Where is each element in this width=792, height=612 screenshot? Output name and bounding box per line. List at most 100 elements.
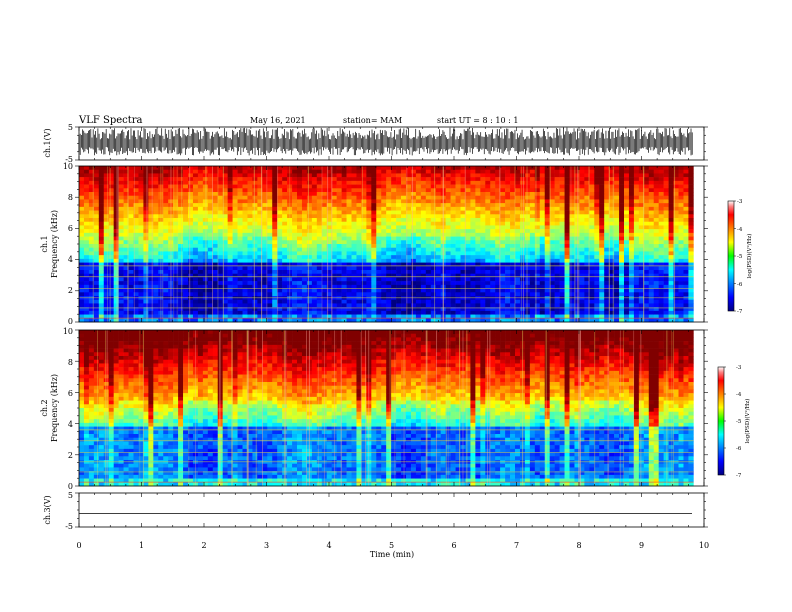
ch1-spectrogram-cell xyxy=(480,218,486,223)
ch1-spectrogram-cell xyxy=(485,210,491,215)
ch1-spectrogram-cell xyxy=(648,314,655,319)
ch1-spectrogram-cell xyxy=(391,218,397,223)
ch1-spectrogram-cell xyxy=(519,232,526,237)
ch1-spectrogram-cell xyxy=(470,240,476,245)
ch1-spectrogram-cell xyxy=(346,307,352,312)
ch1-spectrogram-cell xyxy=(346,277,352,282)
ch1-spectrogram-cell xyxy=(88,307,95,312)
ch1-spectrogram-cell xyxy=(272,225,278,230)
ch1-spectrogram-cell xyxy=(287,192,293,197)
ch1-spectrogram-cell xyxy=(594,247,600,252)
ch1-spectrogram-cell xyxy=(415,299,422,304)
ch1-spectrogram-cell xyxy=(321,251,328,256)
ch1-spectrogram-cell xyxy=(326,236,332,241)
ch1-spectrogram-cell xyxy=(614,307,620,312)
ch1-spectrogram-cell xyxy=(594,184,600,189)
ch1-spectrogram-cell xyxy=(559,180,565,185)
ch1-spectrogram-cell xyxy=(643,270,650,275)
ch1-spectrogram-cell xyxy=(282,221,288,226)
ch1-spectrogram-cell xyxy=(455,262,461,267)
ch1-spectrogram-cell xyxy=(277,225,283,230)
ch1-spectrogram-cell xyxy=(326,247,332,252)
ch1-spectrogram-cell xyxy=(212,240,219,245)
ch1-spectrogram-cell xyxy=(98,199,105,204)
ch1-spectrogram-cell xyxy=(123,303,129,308)
ch1-spectrogram-cell xyxy=(480,310,486,315)
ch1-spectrogram-cell xyxy=(450,310,456,315)
ch1-spectrogram-cell xyxy=(103,199,110,204)
ch1-spectrogram-cell xyxy=(564,303,570,308)
ch1-spectrogram-cell xyxy=(79,166,85,171)
ch1-spectrogram-cell xyxy=(287,218,293,223)
ch1-spectrogram-cell xyxy=(544,277,550,282)
ch1-spectrogram-cell xyxy=(480,199,486,204)
ch1-spectrogram-cell xyxy=(83,188,90,193)
ch1-spectrogram-cell xyxy=(643,251,650,256)
ch1-spectrogram-cell xyxy=(297,240,303,245)
ch1-spectrogram-cell xyxy=(168,244,174,249)
ch1-spectrogram-cell xyxy=(183,251,189,256)
ch1-spectrogram-cell xyxy=(252,173,258,178)
ch1-spectrogram-cell xyxy=(292,251,298,256)
ch1-spectrogram-cell xyxy=(505,236,511,241)
ch1-spectrogram-cell xyxy=(391,203,397,208)
ch1-spectrogram-cell xyxy=(143,210,149,215)
ch1-spectrogram-cell xyxy=(638,188,645,193)
ch1-spectrogram-cell xyxy=(287,180,293,185)
ch1-spectrogram-cell xyxy=(212,281,219,286)
ch1-spectrogram-cell xyxy=(584,177,590,182)
ch1-spectrogram-cell xyxy=(371,281,377,286)
ch1-spectrogram-cell xyxy=(594,229,600,234)
ch1-spectrogram-cell xyxy=(138,288,144,293)
ch1-spectrogram-cell xyxy=(594,236,600,241)
ch1-spectrogram-cell xyxy=(574,225,580,230)
ch1-spectrogram-cell xyxy=(539,188,546,193)
ch1-spectrogram-cell xyxy=(485,199,491,204)
ch1-spectrogram-cell xyxy=(470,288,476,293)
ch1-spectrogram-cell xyxy=(470,258,476,263)
ch1-spectrogram-cell xyxy=(336,318,342,323)
ch1-spectrogram-cell xyxy=(311,258,318,263)
ch1-spectrogram-cell xyxy=(574,240,580,245)
ch1-spectrogram-cell xyxy=(361,184,367,189)
ch1-spectrogram-cell xyxy=(396,299,402,304)
ch1-spectrogram-cell xyxy=(128,210,134,215)
ch1-spectrogram-cell xyxy=(173,299,179,304)
ch1-spectrogram-cell xyxy=(346,314,352,319)
ch1-spectrogram-cell xyxy=(202,210,209,215)
ch1-spectrogram-cell xyxy=(564,180,570,185)
ch1-spectrogram-cell xyxy=(544,221,550,226)
ch1-spectrogram-cell xyxy=(287,199,293,204)
ch1-spectrogram-cell xyxy=(277,206,283,211)
ch1-spectrogram-cell xyxy=(376,229,382,234)
ch1-spectrogram-cell xyxy=(401,281,407,286)
ch1-spectrogram-cell xyxy=(267,199,273,204)
ch1-spectrogram-cell xyxy=(643,203,650,208)
ch1-spectrogram-cell xyxy=(445,303,451,308)
ch1-spectrogram-cell xyxy=(619,284,625,289)
ch1-spectrogram-cell xyxy=(252,284,258,289)
ch1-spectrogram-cell xyxy=(287,169,293,174)
ch1-spectrogram-cell xyxy=(371,184,377,189)
ch1-spectrogram-cell xyxy=(529,199,536,204)
ch1-spectrogram-cell xyxy=(455,303,461,308)
ch1-spectrogram-cell xyxy=(118,169,124,174)
ch1-spectrogram-cell xyxy=(519,244,526,249)
ch1-spectrogram-cell xyxy=(420,284,427,289)
ch1-spectrogram-cell xyxy=(316,210,323,215)
ch1-spectrogram-cell xyxy=(638,251,645,256)
ch1-spectrogram-cell xyxy=(192,218,199,223)
ch1-spectrogram-cell xyxy=(470,184,476,189)
ch1-spectrogram-cell xyxy=(282,229,288,234)
ch1-spectrogram-cell xyxy=(212,299,219,304)
ch1-spectrogram-cell xyxy=(633,184,640,189)
ch1-spectrogram-cell xyxy=(118,192,124,197)
ch1-spectrogram-cell xyxy=(168,195,174,200)
ch1-spectrogram-cell xyxy=(480,251,486,256)
ch1-spectrogram-cell xyxy=(594,314,600,319)
ch1-spectrogram-cell xyxy=(341,184,347,189)
ch1-spectrogram-cell xyxy=(153,169,159,174)
ch1-spectrogram-cell xyxy=(490,270,496,275)
ch1-spectrogram-cell xyxy=(564,314,570,319)
ch1-spectrogram-cell xyxy=(435,169,441,174)
